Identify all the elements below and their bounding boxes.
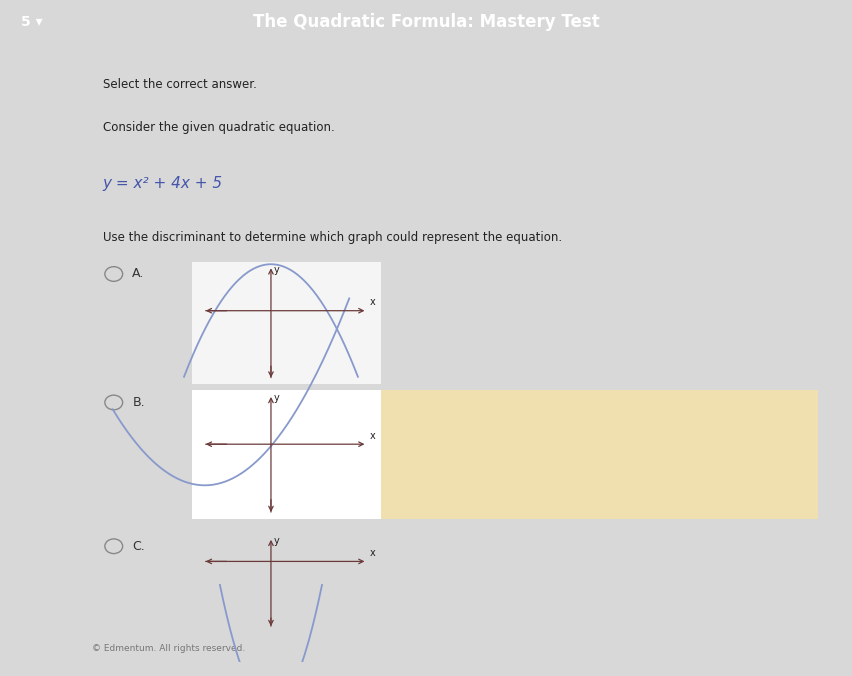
Text: C.: C.: [132, 539, 145, 553]
Text: © Edmentum. All rights reserved.: © Edmentum. All rights reserved.: [91, 644, 245, 653]
Text: Consider the given quadratic equation.: Consider the given quadratic equation.: [102, 121, 334, 134]
Text: Select the correct answer.: Select the correct answer.: [102, 78, 256, 91]
Text: B.: B.: [132, 396, 145, 409]
Text: x: x: [369, 431, 375, 441]
Text: y: y: [274, 537, 279, 546]
Text: x: x: [369, 548, 375, 558]
Text: Use the discriminant to determine which graph could represent the equation.: Use the discriminant to determine which …: [102, 231, 561, 244]
Text: y = x² + 4x + 5: y = x² + 4x + 5: [102, 176, 222, 191]
Text: x: x: [369, 297, 375, 307]
Text: A.: A.: [132, 268, 145, 281]
Bar: [192, 390, 381, 518]
Text: The Quadratic Formula: Mastery Test: The Quadratic Formula: Mastery Test: [253, 13, 599, 31]
Text: y: y: [274, 265, 279, 275]
Text: y: y: [274, 393, 279, 404]
Bar: [192, 390, 818, 518]
Text: 5 ▾: 5 ▾: [21, 15, 43, 29]
Bar: [192, 262, 381, 384]
